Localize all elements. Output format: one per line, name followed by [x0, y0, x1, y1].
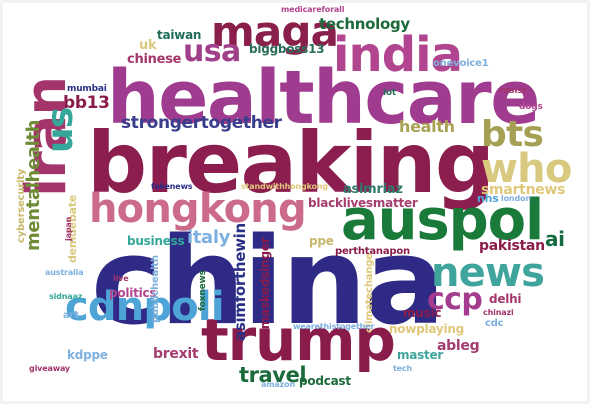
word-breaking: breaking [87, 114, 495, 212]
word-ai: ai [545, 227, 565, 251]
word-ppe: ppe [309, 234, 334, 248]
word-publichealth: publichealth [150, 255, 161, 323]
word-us: us [40, 107, 81, 153]
word-smartnews: smartnews [481, 182, 566, 198]
word-music: music [403, 306, 442, 320]
word-asimriaz: asimriaz [343, 182, 403, 197]
word-japan: japan [64, 216, 73, 241]
word-dogs: dogs [519, 102, 543, 112]
word-foxnews: foxnews [198, 270, 208, 311]
word-pakistan: pakistan [479, 238, 545, 254]
word-who: who [481, 146, 572, 192]
word-cdnpoli: cdnpoli [65, 284, 225, 330]
word-chinazi: chinazi [483, 308, 514, 317]
word-maga: maga [211, 7, 339, 56]
word-live: live [113, 274, 129, 283]
word-politics: politics [109, 286, 157, 300]
word-blacklivesmatter: blacklivesmatter [308, 196, 418, 210]
word-technology: technology [319, 15, 410, 33]
word-auspol: auspol [341, 188, 544, 253]
word-mentalhealth: mentalhealth [23, 119, 44, 251]
word-travel: travel [239, 363, 307, 387]
word-nowplaying: nowplaying [389, 322, 464, 336]
word-news: news [431, 250, 545, 296]
word-giveaway: giveaway [29, 364, 70, 373]
word-amazon: amazon [261, 380, 296, 389]
word-perthtanapon-h: perthtanapon [335, 246, 410, 257]
word-uk: uk [139, 38, 157, 53]
word-biggboss13: biggboss13 [249, 42, 325, 56]
word-taiwan: taiwan [157, 28, 202, 42]
word-asimforthewin: asimforthewin [231, 223, 249, 341]
word-cdc: cdc [485, 318, 504, 329]
word-mumbai: mumbai [67, 84, 107, 94]
word-master: master [397, 348, 444, 362]
word-onevoice1: onevoice1 [433, 58, 489, 69]
word-standwithhongkong: standwithhongkong [241, 182, 328, 191]
word-themaskedsinger: themaskedsinger [258, 237, 272, 351]
word-india: india [333, 27, 463, 83]
word-fakenews: fakenews [151, 182, 193, 191]
word-ableg: ableg [437, 338, 480, 354]
word-hongkong: hongkong [89, 186, 307, 232]
word-bts: bts [481, 114, 544, 155]
word-bb13: bb13 [63, 93, 110, 113]
word-london: london [501, 194, 531, 203]
word-delhi: delhi [489, 292, 522, 306]
word-strongertogether: strongertogether [121, 113, 282, 133]
word-trump: trump [201, 306, 396, 374]
word-brexit: brexit [153, 346, 199, 362]
word-podcast: podcast [299, 374, 351, 388]
word-china: china [91, 213, 446, 352]
word-iot: iot [383, 88, 397, 98]
word-resist: resist [499, 86, 527, 96]
word-australia: australia [45, 268, 84, 277]
word-nhs: nhs [477, 192, 499, 205]
word-art: art [63, 310, 79, 321]
word-chinese: chinese [127, 52, 182, 67]
word-kdppe: kdppe [67, 348, 108, 362]
word-tech: tech [393, 364, 413, 373]
word-ccp: ccp [427, 282, 483, 317]
word-business: business [127, 234, 185, 248]
word-usa: usa [183, 34, 241, 69]
word-sidnaaz: sidnaaz [49, 292, 83, 301]
word-wearethistogether: wearethistogether [293, 322, 375, 331]
word-medicareforall: medicareforall [281, 5, 345, 14]
word-health: health [399, 117, 455, 136]
word-cloud-frame: china breaking healthcare auspol trump i… [3, 3, 587, 401]
word-cybersecurity: cybersecurity [16, 168, 27, 243]
word-italy: italy [187, 227, 231, 248]
word-cloud: china breaking healthcare auspol trump i… [3, 3, 587, 401]
word-healthcare: healthcare [107, 55, 540, 141]
